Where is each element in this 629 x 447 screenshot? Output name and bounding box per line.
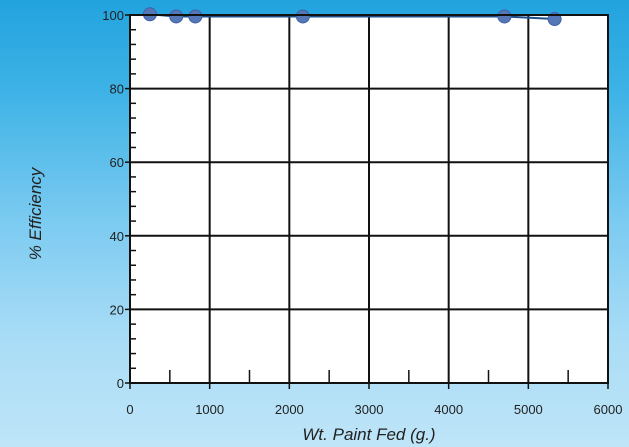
y-tick-label: 80 [110,82,124,97]
y-tick-label: 20 [110,302,124,317]
y-tick-label: 60 [110,155,124,170]
y-axis-title: % Efficiency [26,166,45,260]
y-tick-label: 40 [110,229,124,244]
x-axis-title: Wt. Paint Fed (g.) [302,425,435,444]
data-point [169,9,184,24]
x-tick-label: 3000 [355,402,384,417]
x-tick-label: 4000 [434,402,463,417]
data-point [497,9,512,24]
x-tick-labels: 0 1000 2000 3000 4000 5000 6000 [126,402,622,417]
minor-ticks [125,14,609,389]
plot-frame [129,14,609,384]
x-tick-label: 1000 [195,402,224,417]
x-tick-label: 2000 [275,402,304,417]
data-point [295,9,310,24]
data-point [188,9,203,24]
y-tick-label: 0 [117,376,124,391]
y-tick-labels: 0 20 40 60 80 100 [102,8,124,391]
x-tick-label: 5000 [514,402,543,417]
x-tick-label: 0 [126,402,133,417]
x-tick-label: 6000 [594,402,623,417]
y-tick-label: 100 [102,8,124,23]
